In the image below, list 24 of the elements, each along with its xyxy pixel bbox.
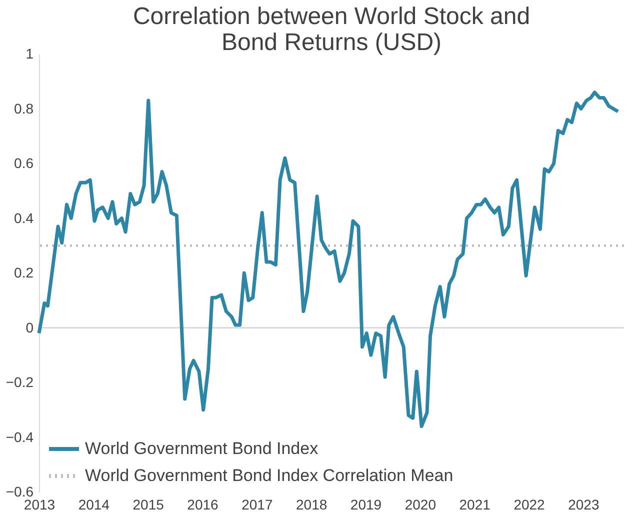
x-tick-label: 2016 <box>187 496 219 512</box>
x-tick-label: 2014 <box>78 496 110 512</box>
x-tick-label: 2015 <box>132 496 164 512</box>
x-tick-label: 2022 <box>514 496 546 512</box>
x-tick-label: 2017 <box>242 496 273 512</box>
legend-label: World Government Bond Index Correlation Mean <box>85 466 454 485</box>
x-tick-label: 2020 <box>404 496 436 512</box>
x-tick-label: 2019 <box>350 496 382 512</box>
line-series <box>37 90 620 428</box>
y-tick-label: −0.2 <box>6 374 34 390</box>
y-tick-label: −0.4 <box>6 428 34 445</box>
x-tick-label: 2018 <box>296 496 328 512</box>
legend-label: World Government Bond Index <box>85 439 319 458</box>
y-tick-label: 0.2 <box>14 264 34 280</box>
x-tick-label: 2021 <box>459 496 491 512</box>
y-tick-label: 0.4 <box>14 210 34 226</box>
x-tick-label: 2013 <box>24 496 56 512</box>
y-tick-label: 0 <box>26 319 34 336</box>
chart-title: Correlation between World Stock and Bond Returns (USD) <box>132 3 530 56</box>
y-tick-label: 0.6 <box>14 155 34 171</box>
y-tick-label: −0.6 <box>6 484 34 500</box>
y-tick-label: 0.8 <box>14 100 34 116</box>
y-tick-label: 1 <box>26 46 34 62</box>
x-tick-label: 2023 <box>568 496 600 512</box>
